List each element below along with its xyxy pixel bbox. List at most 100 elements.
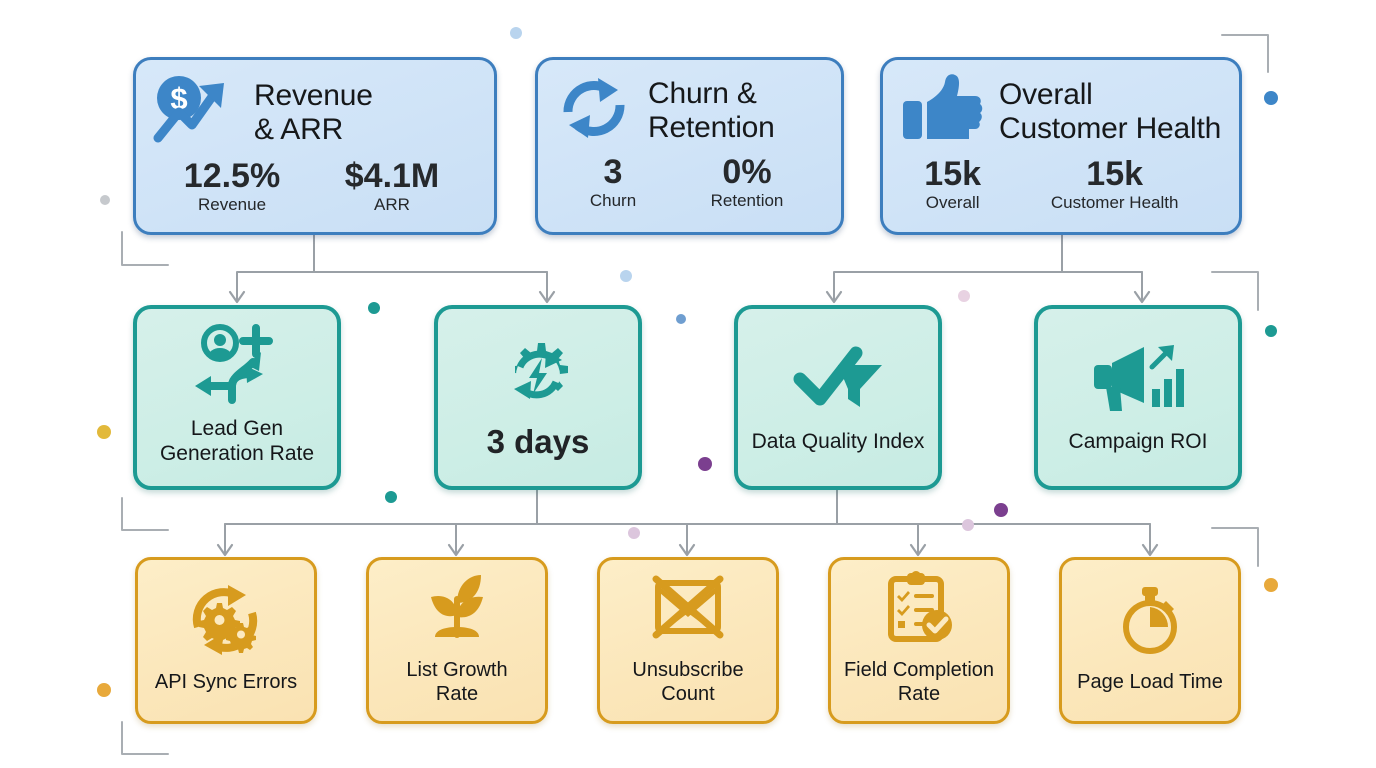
dot [385,491,397,503]
arrow-head [1133,290,1151,304]
svg-text:$: $ [170,81,187,116]
metric-card-data-quality-index[interactable]: Data Quality Index [734,305,942,490]
kpi-title: Churn & Retention [648,77,775,144]
kpi-stat-label: Overall [925,192,980,212]
metric-label-line2: Generation Rate [159,442,315,465]
gears-sync-icon [184,583,268,662]
dot [962,519,974,531]
kpi-title-line2: & ARR [254,112,344,146]
kpi-stat-label: Revenue [197,194,267,214]
metric-label-line1: Page Load Time [1077,671,1223,693]
metric-label-line2: Rate [435,683,479,705]
dot [1265,325,1277,337]
kpi-stat-value: 3 [603,153,623,191]
kpi-stats: 15k Overall 15k Customer Health [899,157,1223,213]
metric-card-label: Unsubscribe Count [632,658,743,706]
metric-label-line2: Rate [897,683,941,705]
kpi-stat-value: $4.1M [344,157,440,195]
dot [1264,578,1278,592]
arrow-head [1141,543,1159,557]
metric-label-line1: Field Completion [843,659,995,681]
kpi-card-revenue-arr[interactable]: $ Revenue & ARR 12.5% Revenue $4.1M ARR [133,57,497,235]
kpi-header: Overall Customer Health [899,72,1223,151]
arrow-head [538,290,556,304]
kpi-stats: 3 Churn 0% Retention [554,155,825,211]
dot [676,314,686,324]
kpi-title-line1: Churn & [648,76,757,110]
arrow-head [678,543,696,557]
metric-label-line2: Count [661,683,715,705]
bracket-left-lower [121,721,169,755]
metric-card-api-sync-errors[interactable]: API Sync Errors [135,557,317,724]
metric-card-field-completion-rate[interactable]: Field Completion Rate [828,557,1010,724]
metric-card-campaign-roi[interactable]: Campaign ROI [1034,305,1242,490]
dot [100,195,110,205]
arrow-head [216,543,234,557]
dot [620,270,632,282]
dot [698,457,712,471]
kpi-card-overall-customer-health[interactable]: Overall Customer Health 15k Overall 15k … [880,57,1242,235]
kpi-stat-value: 15k [1086,155,1144,193]
metric-card-lead-gen-generation-rate[interactable]: Lead Gen Generation Rate [133,305,341,490]
stopwatch-icon [1108,583,1192,662]
metric-label-line1: API Sync Errors [154,671,298,693]
metric-label-line1: 3 days [486,422,590,460]
kpi-stat-value: 0% [722,153,772,191]
dot [628,527,640,539]
metric-card-label: Lead Gen Generation Rate [160,417,314,467]
dot [958,290,970,302]
refresh-cycle-icon [554,72,634,149]
metric-card-label: List Growth Rate [406,658,507,706]
kpi-stat-value: 12.5% [183,157,281,195]
user-add-branch-icon [189,324,285,411]
metric-card-cycle-time[interactable]: 3 days [434,305,642,490]
arrow-head [909,543,927,557]
kpi-stat: $4.1M ARR [312,159,472,215]
metric-label-line1: Lead Gen [190,417,284,441]
metric-card-page-load-time[interactable]: Page Load Time [1059,557,1241,724]
kpi-title-line2: Customer Health [999,111,1222,145]
money-growth-icon: $ [152,72,240,153]
metric-label-line1: Campaign ROI [1068,429,1208,453]
metric-card-label: 3 days [487,423,590,462]
envelope-cross-icon [646,571,730,650]
kpi-stat-label: Retention [710,190,784,210]
kpi-title-line2: Retention [648,110,775,144]
metric-card-list-growth-rate[interactable]: List Growth Rate [366,557,548,724]
dot [1264,91,1278,105]
metric-card-label: Data Quality Index [752,430,925,455]
kpi-title: Overall Customer Health [999,78,1221,145]
kpi-title-line1: Overall [999,77,1093,111]
metric-card-label: Field Completion Rate [844,658,994,706]
kpi-stat-value: 15k [924,155,982,193]
bracket-left-middle [121,497,169,531]
metric-card-label: Page Load Time [1077,670,1223,694]
metric-label-line1: List Growth [406,659,508,681]
kpi-title-line1: Revenue [254,78,373,112]
seedling-icon [415,571,499,650]
check-funnel-icon [790,337,886,424]
metric-label-line1: Data Quality Index [751,429,925,453]
kpi-stat: 3 Churn [554,155,672,211]
dot [97,425,111,439]
kpi-card-churn-retention[interactable]: Churn & Retention 3 Churn 0% Retention [535,57,844,235]
kpi-header: $ Revenue & ARR [152,72,478,153]
dot [510,27,522,39]
megaphone-chart-icon [1088,337,1188,424]
metric-label-line1: Unsubscribe [632,659,744,681]
kpi-stat-label: ARR [374,194,410,214]
dot [97,683,111,697]
bracket-left-upper [121,231,169,266]
gear-bolt-cycle-icon [490,330,586,417]
clipboard-check-icon [877,571,961,650]
kpi-stat: 15k Overall [899,157,1006,213]
kpi-stat: 15k Customer Health [1006,157,1223,213]
kpi-stats: 12.5% Revenue $4.1M ARR [152,159,478,215]
metric-card-unsubscribe-count[interactable]: Unsubscribe Count [597,557,779,724]
metric-card-label: Campaign ROI [1069,430,1208,455]
kpi-stat-label: Customer Health [1050,192,1179,212]
dot [994,503,1008,517]
kpi-header: Churn & Retention [554,72,825,149]
kpi-stat: 12.5% Revenue [152,159,312,215]
